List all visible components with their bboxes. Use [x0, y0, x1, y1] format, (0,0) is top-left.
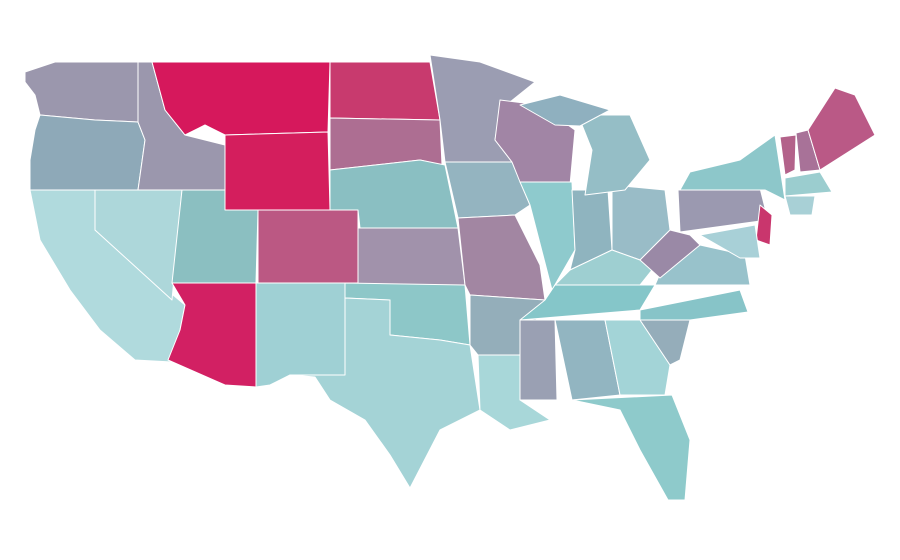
state	[255, 282, 346, 388]
state	[779, 134, 797, 176]
state	[519, 94, 611, 127]
state	[24, 61, 139, 123]
state	[357, 227, 466, 286]
state	[457, 214, 546, 301]
state	[679, 134, 786, 201]
state	[224, 131, 331, 211]
state	[151, 61, 331, 136]
state	[519, 319, 558, 401]
state	[784, 171, 833, 197]
state	[29, 114, 146, 191]
state	[639, 289, 749, 321]
state	[571, 394, 691, 501]
state	[807, 87, 876, 171]
state	[257, 209, 359, 284]
state	[755, 204, 773, 246]
state	[519, 181, 576, 291]
state	[699, 224, 761, 259]
state	[289, 297, 481, 489]
state	[639, 229, 701, 279]
state	[167, 282, 257, 388]
state	[519, 284, 656, 321]
state	[444, 161, 531, 219]
state	[784, 195, 816, 216]
state	[604, 319, 671, 396]
state	[577, 114, 651, 196]
state	[329, 61, 441, 121]
